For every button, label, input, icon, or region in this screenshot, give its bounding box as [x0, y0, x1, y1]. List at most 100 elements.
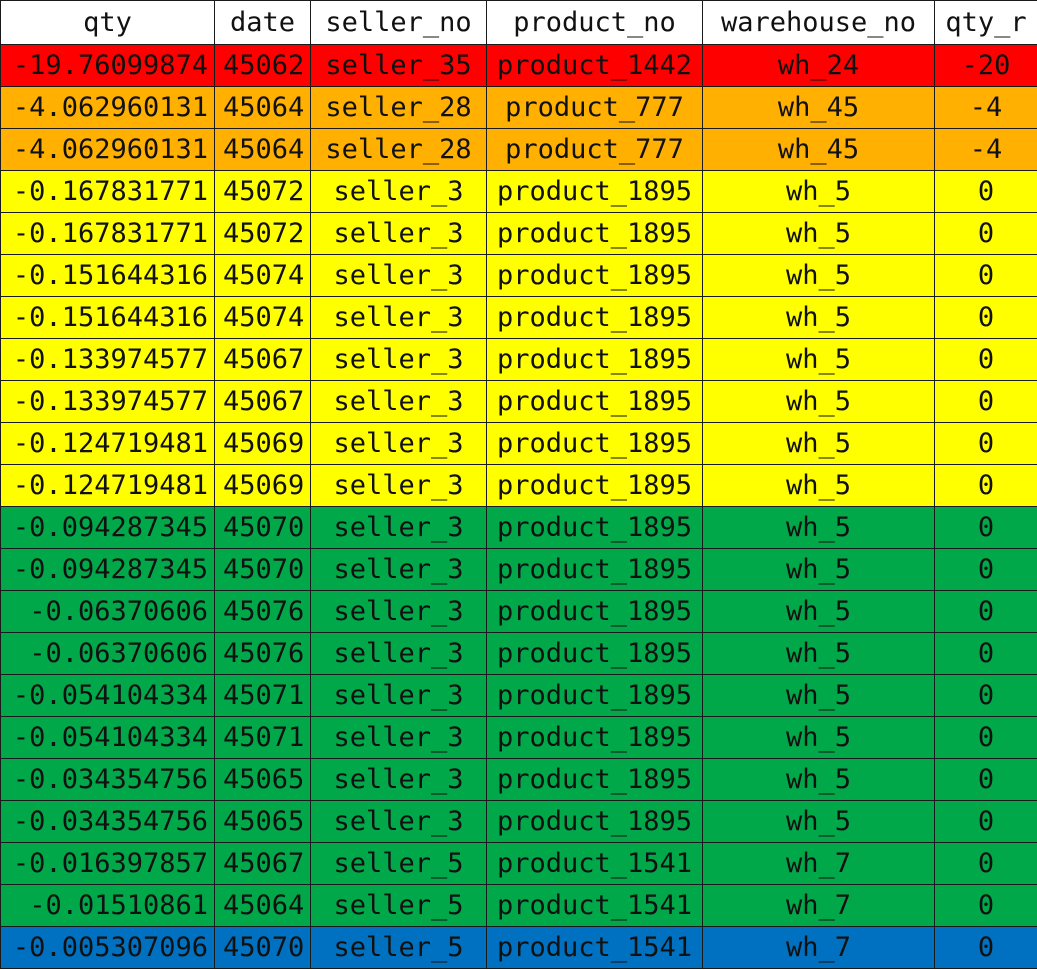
header-cell-qty[interactable]: qty	[0, 0, 215, 45]
cell-qty-r[interactable]: 0	[934, 170, 1037, 213]
cell-qty[interactable]: -0.034354756	[0, 800, 215, 843]
header-cell-date[interactable]: date	[214, 0, 311, 45]
cell-product-no[interactable]: product_1541	[486, 842, 703, 885]
cell-product-no[interactable]: product_1895	[486, 338, 703, 381]
cell-seller-no[interactable]: seller_35	[310, 44, 487, 87]
cell-qty-r[interactable]: -4	[934, 86, 1037, 129]
cell-warehouse-no[interactable]: wh_5	[702, 758, 935, 801]
cell-product-no[interactable]: product_1895	[486, 296, 703, 339]
cell-date[interactable]: 45076	[214, 632, 311, 675]
cell-qty[interactable]: -4.062960131	[0, 86, 215, 129]
cell-product-no[interactable]: product_1895	[486, 212, 703, 255]
cell-seller-no[interactable]: seller_3	[310, 716, 487, 759]
cell-product-no[interactable]: product_1895	[486, 674, 703, 717]
cell-seller-no[interactable]: seller_3	[310, 590, 487, 633]
cell-warehouse-no[interactable]: wh_7	[702, 884, 935, 927]
cell-warehouse-no[interactable]: wh_5	[702, 464, 935, 507]
cell-date[interactable]: 45076	[214, 590, 311, 633]
cell-qty[interactable]: -0.06370606	[0, 590, 215, 633]
cell-seller-no[interactable]: seller_3	[310, 422, 487, 465]
cell-warehouse-no[interactable]: wh_5	[702, 800, 935, 843]
cell-qty[interactable]: -0.034354756	[0, 758, 215, 801]
cell-warehouse-no[interactable]: wh_45	[702, 86, 935, 129]
cell-date[interactable]: 45072	[214, 212, 311, 255]
cell-warehouse-no[interactable]: wh_7	[702, 842, 935, 885]
cell-seller-no[interactable]: seller_28	[310, 128, 487, 171]
cell-qty[interactable]: -0.06370606	[0, 632, 215, 675]
cell-seller-no[interactable]: seller_3	[310, 758, 487, 801]
cell-qty-r[interactable]: 0	[934, 380, 1037, 423]
cell-qty[interactable]: -0.151644316	[0, 254, 215, 297]
cell-product-no[interactable]: product_1895	[486, 716, 703, 759]
cell-warehouse-no[interactable]: wh_5	[702, 422, 935, 465]
cell-qty-r[interactable]: 0	[934, 212, 1037, 255]
cell-date[interactable]: 45064	[214, 86, 311, 129]
cell-date[interactable]: 45067	[214, 842, 311, 885]
cell-qty-r[interactable]: 0	[934, 296, 1037, 339]
cell-qty-r[interactable]: 0	[934, 506, 1037, 549]
cell-qty-r[interactable]: 0	[934, 842, 1037, 885]
cell-product-no[interactable]: product_1895	[486, 506, 703, 549]
cell-date[interactable]: 45069	[214, 464, 311, 507]
cell-qty-r[interactable]: 0	[934, 338, 1037, 381]
cell-seller-no[interactable]: seller_3	[310, 170, 487, 213]
cell-date[interactable]: 45065	[214, 800, 311, 843]
cell-qty[interactable]: -0.094287345	[0, 548, 215, 591]
cell-date[interactable]: 45070	[214, 926, 311, 969]
cell-warehouse-no[interactable]: wh_5	[702, 212, 935, 255]
cell-date[interactable]: 45072	[214, 170, 311, 213]
cell-qty-r[interactable]: 0	[934, 758, 1037, 801]
cell-date[interactable]: 45071	[214, 674, 311, 717]
cell-seller-no[interactable]: seller_5	[310, 884, 487, 927]
cell-warehouse-no[interactable]: wh_5	[702, 254, 935, 297]
cell-qty-r[interactable]: 0	[934, 548, 1037, 591]
cell-warehouse-no[interactable]: wh_5	[702, 590, 935, 633]
cell-warehouse-no[interactable]: wh_24	[702, 44, 935, 87]
cell-seller-no[interactable]: seller_3	[310, 296, 487, 339]
cell-seller-no[interactable]: seller_3	[310, 674, 487, 717]
cell-date[interactable]: 45074	[214, 254, 311, 297]
cell-warehouse-no[interactable]: wh_5	[702, 170, 935, 213]
cell-qty[interactable]: -19.76099874	[0, 44, 215, 87]
header-cell-seller-no[interactable]: seller_no	[310, 0, 487, 45]
cell-qty[interactable]: -0.167831771	[0, 170, 215, 213]
cell-product-no[interactable]: product_1895	[486, 632, 703, 675]
cell-product-no[interactable]: product_1895	[486, 590, 703, 633]
cell-qty-r[interactable]: 0	[934, 716, 1037, 759]
cell-qty[interactable]: -0.054104334	[0, 716, 215, 759]
cell-seller-no[interactable]: seller_3	[310, 254, 487, 297]
header-cell-warehouse-no[interactable]: warehouse_no	[702, 0, 935, 45]
cell-qty[interactable]: -0.133974577	[0, 380, 215, 423]
cell-qty[interactable]: -0.01510861	[0, 884, 215, 927]
cell-date[interactable]: 45067	[214, 338, 311, 381]
cell-seller-no[interactable]: seller_5	[310, 926, 487, 969]
cell-warehouse-no[interactable]: wh_5	[702, 632, 935, 675]
cell-warehouse-no[interactable]: wh_5	[702, 296, 935, 339]
cell-seller-no[interactable]: seller_3	[310, 464, 487, 507]
cell-date[interactable]: 45064	[214, 128, 311, 171]
cell-qty[interactable]: -0.016397857	[0, 842, 215, 885]
cell-date[interactable]: 45074	[214, 296, 311, 339]
cell-date[interactable]: 45069	[214, 422, 311, 465]
cell-product-no[interactable]: product_777	[486, 86, 703, 129]
cell-qty-r[interactable]: 0	[934, 464, 1037, 507]
cell-product-no[interactable]: product_1895	[486, 170, 703, 213]
cell-seller-no[interactable]: seller_28	[310, 86, 487, 129]
cell-qty[interactable]: -0.094287345	[0, 506, 215, 549]
cell-warehouse-no[interactable]: wh_5	[702, 674, 935, 717]
cell-qty-r[interactable]: 0	[934, 926, 1037, 969]
cell-date[interactable]: 45065	[214, 758, 311, 801]
cell-qty-r[interactable]: 0	[934, 422, 1037, 465]
cell-qty[interactable]: -0.151644316	[0, 296, 215, 339]
cell-warehouse-no[interactable]: wh_5	[702, 716, 935, 759]
cell-seller-no[interactable]: seller_3	[310, 212, 487, 255]
cell-warehouse-no[interactable]: wh_5	[702, 548, 935, 591]
cell-seller-no[interactable]: seller_3	[310, 800, 487, 843]
cell-warehouse-no[interactable]: wh_7	[702, 926, 935, 969]
cell-date[interactable]: 45064	[214, 884, 311, 927]
cell-product-no[interactable]: product_1895	[486, 800, 703, 843]
cell-qty-r[interactable]: 0	[934, 674, 1037, 717]
cell-qty-r[interactable]: -20	[934, 44, 1037, 87]
cell-seller-no[interactable]: seller_3	[310, 380, 487, 423]
cell-qty[interactable]: -0.167831771	[0, 212, 215, 255]
